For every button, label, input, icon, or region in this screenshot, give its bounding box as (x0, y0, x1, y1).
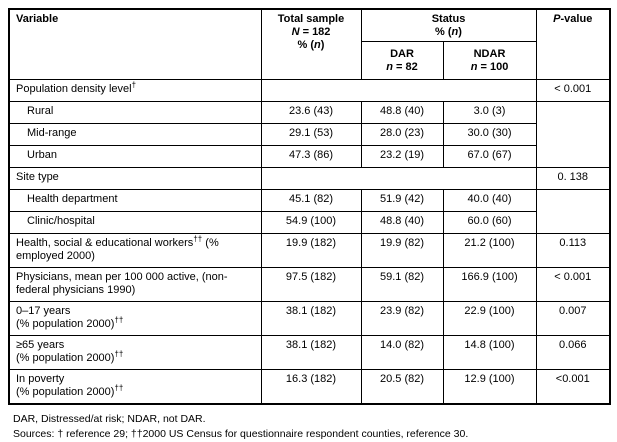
dar-cell: 48.8 (40) (360, 101, 444, 124)
table-body: Population density level† < 0.001 Rural … (8, 79, 611, 404)
row-health-department: Health department 45.1 (82) 51.9 (42) 40… (8, 189, 611, 234)
table-footnotes: DAR, Distressed/at risk; NDAR, not DAR. … (8, 412, 610, 442)
row-label: 0–17 years (% population 2000)†† (8, 301, 262, 336)
ndar-cell: 30.0 (30) (442, 123, 537, 146)
col-header-total-sample: Total sample N = 182 % (n) (260, 8, 362, 80)
ndar-cell: 14.8 (100) (442, 335, 537, 370)
ndar-cell: 166.9 (100) (442, 267, 537, 302)
row-label-line2: (% population 2000)†† (16, 315, 124, 330)
total-cell: 47.3 (86) (260, 145, 362, 168)
row-label-line2: (% population 2000)†† (16, 383, 124, 398)
p-value-cell: 0.007 (535, 301, 611, 336)
row-label: Mid-range (8, 123, 262, 146)
ndar-cell: 12.9 (100) (442, 369, 537, 404)
dar-cell: 48.8 (40) (360, 211, 444, 234)
row-label: Site type (8, 167, 262, 190)
col-header-pvalue: P-value (535, 8, 611, 80)
header-row-1: Variable Total sample N = 182 % (n) Stat… (8, 8, 611, 80)
total-sample-line3: % (n) (297, 39, 325, 51)
total-cell: 97.5 (182) (260, 267, 362, 302)
row-label: ≥65 years (% population 2000)†† (8, 335, 262, 370)
row-rural: Rural 23.6 (43) 48.8 (40) 3.0 (3) (8, 101, 611, 168)
table-header: Variable Total sample N = 182 % (n) Stat… (8, 8, 611, 80)
total-sample-line2: N = 182 (291, 26, 331, 38)
p-value-cell: < 0.001 (535, 79, 611, 102)
row-0-17-years: 0–17 years (% population 2000)†† 38.1 (18… (8, 301, 611, 336)
dar-cell: 19.9 (82) (360, 233, 444, 268)
row-label: Urban (8, 145, 262, 168)
ndar-cell: 21.2 (100) (442, 233, 537, 268)
ndar-cell: 22.9 (100) (442, 301, 537, 336)
total-cell: 23.6 (43) (260, 101, 362, 124)
row-label: Health, social & educational workers†† (… (8, 233, 262, 268)
p-value-cell-merged (535, 189, 611, 234)
footnote-abbreviations: DAR, Distressed/at risk; NDAR, not DAR. (13, 412, 206, 425)
total-cell: 54.9 (100) (260, 211, 362, 234)
empty-data-cell (260, 79, 537, 102)
row-label-line2: federal physicians 1990) (16, 284, 136, 296)
ndar-line1: NDAR (473, 48, 506, 60)
total-cell: 19.9 (182) (260, 233, 362, 268)
ndar-cell: 40.0 (40) (442, 189, 537, 212)
row-mid-range: Mid-range 29.1 (53) 28.0 (23) 30.0 (30) (8, 123, 610, 146)
row-label-line2: employed 2000) (16, 250, 95, 262)
dar-cell: 23.9 (82) (360, 301, 444, 336)
row-population-density: Population density level† < 0.001 (8, 79, 611, 102)
header-row-2: DAR n = 82 NDAR n = 100 (9, 41, 610, 80)
row-label: Population density level† (8, 79, 262, 102)
total-cell: 16.3 (182) (260, 369, 362, 404)
dar-cell: 20.5 (82) (360, 369, 444, 404)
col-header-ndar: NDAR n = 100 (442, 41, 537, 80)
row-label: Clinic/hospital (8, 211, 262, 234)
row-label: Rural (8, 101, 262, 124)
ndar-cell: 67.0 (67) (442, 145, 537, 168)
total-cell: 38.1 (182) (260, 335, 362, 370)
ndar-line2: n = 100 (470, 61, 509, 73)
p-value-cell: 0.113 (535, 233, 611, 268)
col-header-status: Status % (n) (360, 8, 537, 42)
p-value-cell: < 0.001 (535, 267, 611, 302)
dar-cell: 14.0 (82) (360, 335, 444, 370)
empty-data-cell (260, 167, 537, 190)
dar-cell: 59.1 (82) (360, 267, 444, 302)
p-value-cell: <0.001 (535, 369, 611, 404)
row-label-line2: (% population 2000)†† (16, 349, 124, 364)
p-value-cell: 0. 138 (535, 167, 611, 190)
dar-line2: n = 82 (386, 61, 418, 73)
footnote-sources: Sources: † reference 29; ††2000 US Censu… (13, 427, 469, 440)
col-header-variable: Variable (8, 8, 262, 80)
total-cell: 45.1 (82) (260, 189, 362, 212)
ndar-cell: 60.0 (60) (442, 211, 537, 234)
row-label: Health department (8, 189, 262, 212)
county-characteristics-table: Variable Total sample N = 182 % (n) Stat… (8, 8, 611, 405)
row-65-plus-years: ≥65 years (% population 2000)†† 38.1 (182… (8, 335, 611, 370)
status-line1: Status (431, 13, 466, 25)
dar-line1: DAR (390, 48, 414, 60)
row-urban: Urban 47.3 (86) 23.2 (19) 67.0 (67) (8, 145, 610, 168)
dar-cell: 51.9 (42) (360, 189, 444, 212)
p-value-cell: 0.066 (535, 335, 611, 370)
status-line2: % (n) (435, 26, 462, 38)
dar-cell: 28.0 (23) (360, 123, 444, 146)
ndar-cell: 3.0 (3) (442, 101, 537, 124)
col-header-dar: DAR n = 82 (360, 41, 444, 80)
total-cell: 38.1 (182) (260, 301, 362, 336)
row-site-type: Site type 0. 138 (8, 167, 611, 190)
row-clinic-hospital: Clinic/hospital 54.9 (100) 48.8 (40) 60.… (8, 211, 610, 234)
p-value-cell-merged (535, 101, 611, 168)
row-health-workers: Health, social & educational workers†† (… (8, 233, 611, 268)
row-in-poverty: In poverty (% population 2000)†† 16.3 (18… (8, 369, 611, 404)
total-sample-line1: Total sample (277, 13, 345, 25)
total-cell: 29.1 (53) (260, 123, 362, 146)
row-label: In poverty (% population 2000)†† (8, 369, 262, 404)
row-physicians: Physicians, mean per 100 000 active, (no… (8, 267, 611, 302)
row-label: Physicians, mean per 100 000 active, (no… (8, 267, 262, 302)
dar-cell: 23.2 (19) (360, 145, 444, 168)
